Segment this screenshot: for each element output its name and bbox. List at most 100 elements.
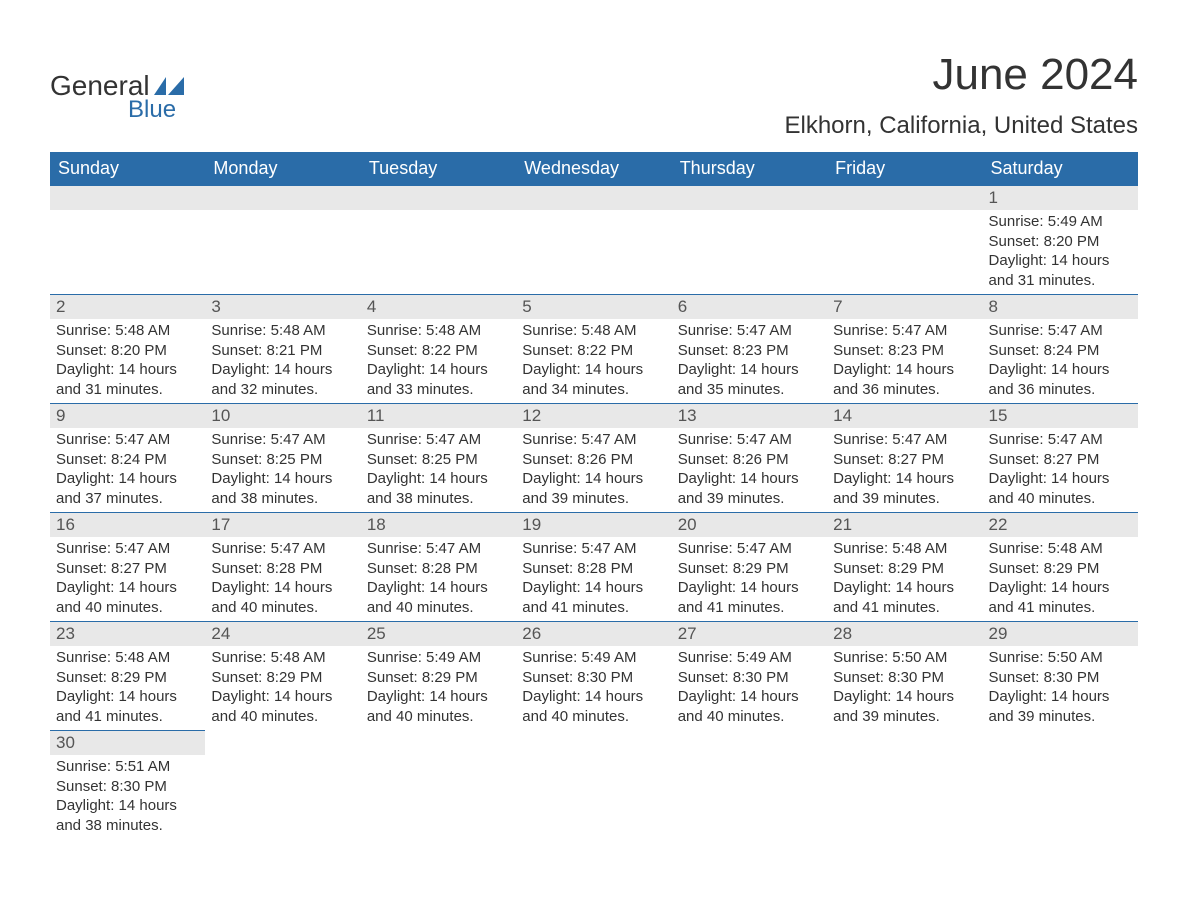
sunrise-line: Sunrise: 5:48 AM [989, 539, 1132, 559]
day-number [672, 731, 827, 755]
calendar-cell: 14Sunrise: 5:47 AMSunset: 8:27 PMDayligh… [827, 404, 982, 513]
weekday-row: SundayMondayTuesdayWednesdayThursdayFrid… [50, 152, 1138, 186]
day-body: Sunrise: 5:47 AMSunset: 8:26 PMDaylight:… [516, 428, 671, 512]
day-body: Sunrise: 5:47 AMSunset: 8:27 PMDaylight:… [827, 428, 982, 512]
daylight-line: Daylight: 14 hours and 39 minutes. [678, 469, 821, 508]
sunset-line: Sunset: 8:25 PM [211, 450, 354, 470]
day-number: 7 [827, 295, 982, 319]
logo: General Blue [50, 50, 184, 124]
sunset-line: Sunset: 8:23 PM [678, 341, 821, 361]
sunset-line: Sunset: 8:24 PM [989, 341, 1132, 361]
calendar-cell [361, 186, 516, 295]
day-body: Sunrise: 5:48 AMSunset: 8:22 PMDaylight:… [516, 319, 671, 403]
daylight-line: Daylight: 14 hours and 38 minutes. [56, 796, 199, 835]
day-number [50, 186, 205, 210]
logo-text-bottom: Blue [50, 96, 176, 124]
day-body: Sunrise: 5:47 AMSunset: 8:23 PMDaylight:… [827, 319, 982, 403]
day-number: 23 [50, 622, 205, 646]
sunset-line: Sunset: 8:29 PM [989, 559, 1132, 579]
sunrise-line: Sunrise: 5:49 AM [989, 212, 1132, 232]
month-title: June 2024 [784, 50, 1138, 100]
sunrise-line: Sunrise: 5:49 AM [522, 648, 665, 668]
sunset-line: Sunset: 8:26 PM [678, 450, 821, 470]
sunset-line: Sunset: 8:29 PM [367, 668, 510, 688]
sunset-line: Sunset: 8:25 PM [367, 450, 510, 470]
day-body: Sunrise: 5:48 AMSunset: 8:29 PMDaylight:… [983, 537, 1138, 621]
day-body [983, 755, 1138, 831]
sunset-line: Sunset: 8:27 PM [833, 450, 976, 470]
calendar-cell: 27Sunrise: 5:49 AMSunset: 8:30 PMDayligh… [672, 622, 827, 731]
daylight-line: Daylight: 14 hours and 40 minutes. [56, 578, 199, 617]
calendar-cell [516, 186, 671, 295]
calendar-cell: 22Sunrise: 5:48 AMSunset: 8:29 PMDayligh… [983, 513, 1138, 622]
day-body: Sunrise: 5:47 AMSunset: 8:28 PMDaylight:… [205, 537, 360, 621]
calendar-cell: 20Sunrise: 5:47 AMSunset: 8:29 PMDayligh… [672, 513, 827, 622]
day-body: Sunrise: 5:47 AMSunset: 8:24 PMDaylight:… [983, 319, 1138, 403]
daylight-line: Daylight: 14 hours and 40 minutes. [367, 578, 510, 617]
sunrise-line: Sunrise: 5:50 AM [833, 648, 976, 668]
calendar-cell: 1Sunrise: 5:49 AMSunset: 8:20 PMDaylight… [983, 186, 1138, 295]
title-block: June 2024 Elkhorn, California, United St… [784, 50, 1138, 140]
day-number: 15 [983, 404, 1138, 428]
sunrise-line: Sunrise: 5:47 AM [522, 430, 665, 450]
day-body: Sunrise: 5:47 AMSunset: 8:29 PMDaylight:… [672, 537, 827, 621]
calendar-week: 23Sunrise: 5:48 AMSunset: 8:29 PMDayligh… [50, 622, 1138, 731]
sunset-line: Sunset: 8:29 PM [56, 668, 199, 688]
day-number: 17 [205, 513, 360, 537]
day-body: Sunrise: 5:48 AMSunset: 8:29 PMDaylight:… [50, 646, 205, 730]
day-number: 2 [50, 295, 205, 319]
calendar-week: 1Sunrise: 5:49 AMSunset: 8:20 PMDaylight… [50, 186, 1138, 295]
sunrise-line: Sunrise: 5:48 AM [56, 321, 199, 341]
day-body: Sunrise: 5:47 AMSunset: 8:27 PMDaylight:… [50, 537, 205, 621]
sunrise-line: Sunrise: 5:48 AM [522, 321, 665, 341]
day-number: 18 [361, 513, 516, 537]
day-body: Sunrise: 5:48 AMSunset: 8:22 PMDaylight:… [361, 319, 516, 403]
calendar-table: SundayMondayTuesdayWednesdayThursdayFrid… [50, 152, 1138, 839]
daylight-line: Daylight: 14 hours and 39 minutes. [989, 687, 1132, 726]
sunset-line: Sunset: 8:29 PM [833, 559, 976, 579]
sunrise-line: Sunrise: 5:51 AM [56, 757, 199, 777]
day-number: 25 [361, 622, 516, 646]
calendar-cell [361, 731, 516, 840]
day-body: Sunrise: 5:49 AMSunset: 8:20 PMDaylight:… [983, 210, 1138, 294]
sunset-line: Sunset: 8:22 PM [522, 341, 665, 361]
daylight-line: Daylight: 14 hours and 41 minutes. [522, 578, 665, 617]
day-number [516, 731, 671, 755]
calendar-cell: 23Sunrise: 5:48 AMSunset: 8:29 PMDayligh… [50, 622, 205, 731]
daylight-line: Daylight: 14 hours and 40 minutes. [367, 687, 510, 726]
calendar-cell: 24Sunrise: 5:48 AMSunset: 8:29 PMDayligh… [205, 622, 360, 731]
sunrise-line: Sunrise: 5:48 AM [833, 539, 976, 559]
weekday-header: Saturday [983, 152, 1138, 186]
day-number [827, 731, 982, 755]
day-number: 26 [516, 622, 671, 646]
sunrise-line: Sunrise: 5:48 AM [211, 648, 354, 668]
calendar-week: 30Sunrise: 5:51 AMSunset: 8:30 PMDayligh… [50, 731, 1138, 840]
daylight-line: Daylight: 14 hours and 41 minutes. [833, 578, 976, 617]
day-body [361, 210, 516, 286]
calendar-cell: 11Sunrise: 5:47 AMSunset: 8:25 PMDayligh… [361, 404, 516, 513]
calendar-cell: 18Sunrise: 5:47 AMSunset: 8:28 PMDayligh… [361, 513, 516, 622]
sunrise-line: Sunrise: 5:47 AM [56, 539, 199, 559]
day-number [827, 186, 982, 210]
sunset-line: Sunset: 8:28 PM [367, 559, 510, 579]
sunrise-line: Sunrise: 5:47 AM [56, 430, 199, 450]
calendar-cell [205, 186, 360, 295]
sunset-line: Sunset: 8:30 PM [833, 668, 976, 688]
daylight-line: Daylight: 14 hours and 40 minutes. [211, 578, 354, 617]
daylight-line: Daylight: 14 hours and 36 minutes. [833, 360, 976, 399]
sunset-line: Sunset: 8:27 PM [56, 559, 199, 579]
sunrise-line: Sunrise: 5:49 AM [367, 648, 510, 668]
daylight-line: Daylight: 14 hours and 40 minutes. [989, 469, 1132, 508]
sunrise-line: Sunrise: 5:47 AM [833, 430, 976, 450]
day-number: 10 [205, 404, 360, 428]
sunset-line: Sunset: 8:30 PM [989, 668, 1132, 688]
day-body: Sunrise: 5:49 AMSunset: 8:30 PMDaylight:… [672, 646, 827, 730]
day-number [361, 186, 516, 210]
daylight-line: Daylight: 14 hours and 35 minutes. [678, 360, 821, 399]
day-body [50, 210, 205, 286]
calendar-cell: 19Sunrise: 5:47 AMSunset: 8:28 PMDayligh… [516, 513, 671, 622]
day-body: Sunrise: 5:47 AMSunset: 8:26 PMDaylight:… [672, 428, 827, 512]
sunrise-line: Sunrise: 5:47 AM [211, 430, 354, 450]
weekday-header: Thursday [672, 152, 827, 186]
day-body [516, 210, 671, 286]
